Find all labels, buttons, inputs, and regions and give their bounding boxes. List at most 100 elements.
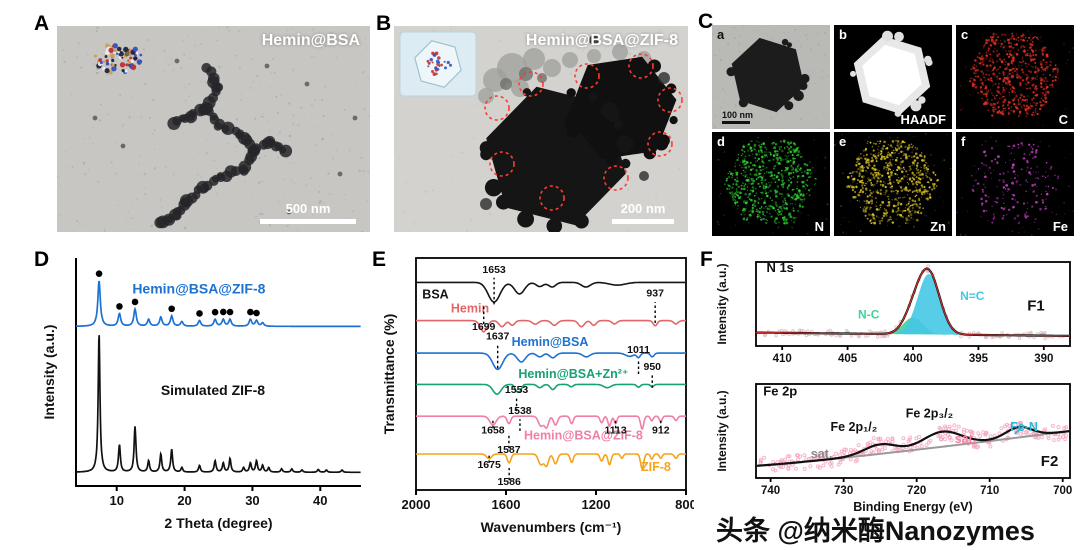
svg-text:Simulated ZIF-8: Simulated ZIF-8 — [161, 382, 265, 398]
tile-a-letter: a — [717, 27, 725, 42]
svg-text:Wavenumbers (cm⁻¹): Wavenumbers (cm⁻¹) — [481, 519, 622, 535]
svg-text:F2: F2 — [1041, 453, 1059, 470]
svg-text:sat.: sat. — [955, 432, 977, 446]
panel-a-title: Hemin@BSA — [261, 32, 360, 49]
tile-c-letter: c — [961, 27, 969, 42]
panel-c-tile-tem: a 100 nm — [712, 25, 830, 129]
panel-c-scalebar-bar — [722, 121, 750, 124]
svg-text:N=C: N=C — [960, 289, 985, 303]
svg-text:405: 405 — [838, 353, 858, 365]
svg-text:1587: 1587 — [497, 444, 521, 456]
svg-text:1553: 1553 — [505, 384, 529, 396]
svg-text:400: 400 — [903, 353, 922, 365]
panel-a-tem-decor — [57, 26, 370, 232]
xps-fe2p-chart: 740 730 720 710 700 Binding Energy (eV) Intens… — [715, 383, 1072, 514]
tile-f-letter: f — [961, 134, 966, 149]
svg-text:Hemin@BSA@ZIF-8: Hemin@BSA@ZIF-8 — [524, 428, 643, 442]
panel-d-label: D — [34, 248, 50, 271]
panel-a-label: A — [34, 12, 50, 35]
svg-text:Hemin@BSA+Zn²⁺: Hemin@BSA+Zn²⁺ — [518, 367, 628, 381]
svg-text:720: 720 — [907, 485, 926, 497]
svg-text:10: 10 — [109, 493, 123, 508]
panel-b-tem-decor — [394, 26, 683, 232]
panel-b-title: Hemin@BSA@ZIF-8 — [525, 32, 678, 49]
svg-text:2 Theta (degree): 2 Theta (degree) — [164, 515, 272, 531]
svg-text:1586: 1586 — [497, 476, 521, 488]
panel-c-tile-iron-map: f Fe — [956, 132, 1074, 236]
tile-b-letter: b — [839, 27, 847, 42]
panel-a-scalebar-bar — [260, 219, 356, 224]
xps-n1s-chart: 410 405 400 395 390 Intensity (a.u.) N 1s N=C N-… — [715, 260, 1071, 365]
svg-text:BSA: BSA — [422, 288, 448, 302]
svg-text:40: 40 — [313, 493, 327, 508]
svg-text:ZIF-8: ZIF-8 — [641, 460, 671, 474]
tile-e-letter: e — [839, 134, 847, 149]
svg-text:Fe 2p₃/₂: Fe 2p₃/₂ — [906, 406, 953, 420]
svg-text:730: 730 — [834, 485, 853, 497]
tile-b-caption: HAADF — [900, 112, 947, 127]
panel-c-label: C — [698, 10, 714, 33]
svg-text:800: 800 — [675, 497, 694, 512]
svg-text:1653: 1653 — [482, 264, 506, 276]
tile-d-caption: N — [814, 219, 824, 234]
panel-a-scalebar-label: 500 nm — [285, 201, 331, 216]
svg-text:1011: 1011 — [627, 344, 650, 356]
panel-c-tile-carbon-map: c C — [956, 25, 1074, 129]
eds-tile-c-map-image — [957, 26, 1074, 129]
panel-b-scalebar-label: 200 nm — [620, 201, 666, 216]
tile-f-caption: Fe — [1052, 219, 1068, 234]
svg-text:Transmittance (%): Transmittance (%) — [382, 314, 397, 435]
svg-text:Hemin: Hemin — [451, 302, 489, 316]
tile-e-caption: Zn — [930, 219, 946, 234]
svg-text:N-C: N-C — [858, 307, 880, 321]
svg-text:1538: 1538 — [508, 405, 532, 417]
xrd-chart: 10 20 30 40 2 Theta (degree) Intensity (a.u.)… — [42, 258, 361, 531]
svg-text:2000: 2000 — [402, 497, 431, 512]
eds-tile-n-map-image — [716, 134, 829, 235]
eds-tile-zn-map-image — [834, 132, 952, 235]
ftir-chart: 2000 1600 1200 800 Wavenumbers (cm⁻¹) Transmi… — [382, 257, 694, 535]
svg-text:sat.: sat. — [811, 447, 833, 461]
svg-text:1658: 1658 — [481, 425, 505, 437]
panel-c-tile-nitrogen-map: d N — [712, 132, 830, 236]
svg-text:F1: F1 — [1027, 298, 1045, 315]
panel-b-label: B — [376, 12, 392, 35]
panel-c-scalebar-label: 100 nm — [722, 110, 754, 120]
svg-text:1637: 1637 — [486, 331, 510, 343]
watermark-text: 头条 @纳米酶Nanozymes — [716, 516, 1035, 546]
eds-tile-fe-map-image — [956, 132, 1074, 236]
svg-text:937: 937 — [646, 287, 664, 299]
svg-text:Intensity (a.u.): Intensity (a.u.) — [715, 263, 729, 344]
svg-text:912: 912 — [652, 425, 670, 437]
svg-text:950: 950 — [643, 361, 661, 373]
panel-c-tile-zinc-map: e Zn — [834, 132, 952, 236]
svg-text:Intensity (a.u.): Intensity (a.u.) — [715, 390, 729, 471]
svg-text:1699: 1699 — [472, 321, 496, 333]
panel-c-tile-haadf: b HAADF — [834, 25, 952, 129]
panel-b-scalebar-bar — [612, 219, 674, 224]
svg-text:Fe 2p: Fe 2p — [763, 383, 797, 398]
panel-a-tem-image: Hemin@BSA 500 nm — [57, 26, 370, 232]
eds-tile-a-image — [712, 25, 828, 129]
svg-text:740: 740 — [761, 485, 780, 497]
svg-text:700: 700 — [1053, 485, 1072, 497]
svg-text:710: 710 — [980, 485, 999, 497]
panel-c-scalebar: 100 nm — [722, 110, 753, 124]
svg-text:1600: 1600 — [492, 497, 521, 512]
svg-text:Hemin@BSA@ZIF-8: Hemin@BSA@ZIF-8 — [132, 280, 265, 296]
svg-text:1113: 1113 — [604, 425, 626, 437]
panel-f-label: F — [700, 248, 713, 271]
svg-text:395: 395 — [969, 353, 989, 365]
svg-text:Fe 2p₁/₂: Fe 2p₁/₂ — [830, 420, 877, 434]
panel-a-scalebar: 500 nm — [260, 201, 356, 224]
svg-text:N 1s: N 1s — [766, 260, 793, 275]
svg-text:30: 30 — [245, 493, 259, 508]
svg-text:Hemin@BSA: Hemin@BSA — [512, 335, 589, 349]
panel-b-scalebar: 200 nm — [612, 201, 674, 224]
svg-text:1200: 1200 — [582, 497, 611, 512]
svg-text:1675: 1675 — [477, 459, 501, 471]
svg-text:410: 410 — [773, 353, 792, 365]
panel-e-label: E — [372, 248, 387, 271]
svg-text:390: 390 — [1034, 353, 1053, 365]
